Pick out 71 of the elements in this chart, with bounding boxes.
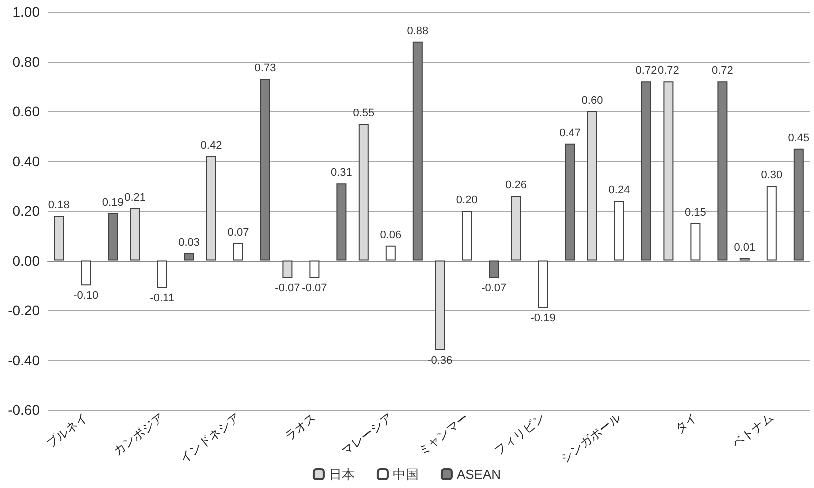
bar	[206, 156, 216, 261]
x-tick-label: ミャンマー	[416, 410, 472, 458]
x-tick-label: タイ	[672, 410, 700, 436]
bar	[81, 260, 92, 286]
data-label: 0.55	[353, 107, 375, 120]
data-label: 0.18	[48, 199, 70, 212]
bar	[664, 82, 674, 261]
data-label: 0.72	[658, 65, 680, 78]
x-tick-label: ブルネイ	[44, 410, 90, 452]
bar	[358, 124, 369, 261]
data-label: -0.07	[482, 282, 507, 295]
data-label: 0.72	[712, 65, 734, 78]
y-tick-label: 0.60	[12, 104, 40, 120]
bar	[310, 260, 320, 278]
data-label: 0.88	[407, 25, 429, 38]
x-tick-label: インドネシア	[177, 410, 243, 466]
data-label: 0.15	[684, 206, 706, 219]
bar	[234, 243, 244, 261]
bar	[462, 211, 472, 261]
data-label: -0.07	[275, 282, 300, 295]
x-tick-label: シンガポール	[558, 410, 624, 466]
bar	[511, 196, 522, 261]
data-label: 0.72	[636, 65, 658, 78]
data-label: 0.42	[200, 140, 222, 152]
x-tick-label: カンボジア	[110, 410, 167, 458]
data-label: -0.19	[530, 312, 556, 325]
bar	[435, 260, 446, 350]
legend-label: ASEAN	[456, 467, 502, 482]
bar	[614, 201, 624, 261]
bar	[130, 208, 140, 261]
data-label: 0.60	[582, 95, 604, 107]
x-tick-label: フィリピン	[492, 410, 548, 458]
legend-label: 日本	[328, 467, 355, 482]
data-label: -0.07	[302, 282, 328, 295]
bar	[690, 223, 701, 261]
bar	[54, 216, 64, 261]
data-label: 0.26	[506, 180, 528, 192]
y-tick-label: -0.40	[8, 352, 40, 368]
data-label: 0.30	[761, 170, 783, 182]
x-tick-label: マレーシア	[339, 410, 396, 458]
data-label: 0.01	[734, 242, 756, 254]
y-tick-label: 0.20	[12, 203, 40, 219]
y-tick-label: -0.60	[8, 402, 40, 418]
data-label: -0.10	[74, 290, 99, 302]
data-label: 0.06	[380, 229, 402, 242]
x-tick-label: ラオス	[282, 410, 320, 444]
bar	[766, 186, 777, 261]
data-label: 0.45	[788, 132, 810, 144]
data-label: 0.31	[330, 167, 352, 180]
bar	[282, 260, 293, 278]
data-label: 0.07	[228, 226, 250, 239]
bar	[538, 260, 548, 308]
x-tick-label: ベトナム	[730, 410, 776, 452]
data-label: 0.24	[608, 184, 630, 197]
bar	[386, 246, 396, 261]
data-label: 0.21	[124, 192, 146, 204]
data-label: 0.47	[560, 127, 582, 140]
y-tick-label: 0.00	[12, 252, 40, 269]
y-tick-label: 1.00	[12, 4, 40, 20]
data-label: 0.19	[102, 196, 124, 209]
data-label: -0.11	[150, 292, 174, 305]
data-label: 0.03	[178, 236, 200, 249]
data-label: -0.36	[428, 354, 453, 367]
y-tick-label: 0.40	[12, 153, 40, 170]
data-label: 0.20	[456, 194, 478, 206]
data-label: 0.73	[254, 62, 276, 75]
y-tick-label: -0.20	[8, 302, 40, 318]
legend-label: 中国	[392, 467, 419, 482]
y-tick-label: 0.80	[12, 54, 40, 70]
bar	[588, 112, 598, 261]
bar	[157, 260, 168, 288]
